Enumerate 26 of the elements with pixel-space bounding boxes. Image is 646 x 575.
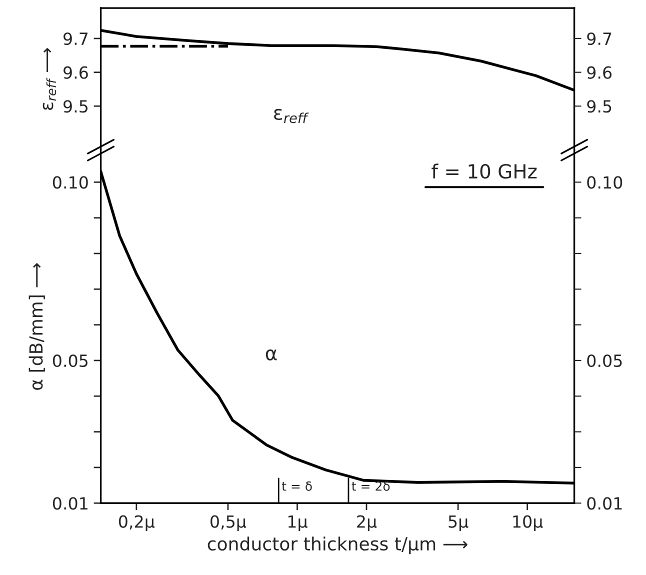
y2-tick-label: 0.05	[587, 354, 622, 368]
y-axis-title: ε$_{reff}$ ⟶	[42, 48, 56, 110]
ref-line-label: t = 2δ	[352, 481, 390, 491]
y2-tick-label: 9.6	[587, 66, 612, 79]
y-tick-label: 9.6	[64, 66, 88, 79]
x-tick-label: 0,2µ	[118, 515, 155, 532]
y-tick-label: 9.7	[64, 32, 88, 46]
y2-tick-label: 0.01	[587, 497, 622, 510]
y2-tick-label: 9.7	[587, 32, 612, 46]
annotation: f = 10 GHz	[432, 164, 537, 179]
x-tick-label: 2µ	[357, 515, 377, 532]
y-tick-label: 0.10	[52, 176, 88, 189]
x-tick-label: 10µ	[513, 515, 543, 532]
x-axis-title: conductor thickness t/µm ⟶	[208, 536, 468, 554]
y-tick-label: 0.01	[52, 497, 88, 510]
y-tick-label: 9.5	[64, 100, 88, 113]
y-axis-title: α [dB/mm] ⟶	[28, 263, 45, 390]
annotation: ε$_{reff}$	[274, 108, 309, 124]
ref-line-label: t = δ	[282, 481, 312, 491]
y2-tick-label: 0.10	[587, 176, 622, 189]
x-tick-label: 5µ	[448, 515, 468, 532]
y-tick-label: 0.05	[52, 354, 88, 368]
x-tick-label: 1µ	[288, 515, 308, 532]
annotation: α	[266, 349, 277, 360]
x-tick-label: 0,5µ	[210, 515, 246, 532]
y2-tick-label: 9.5	[587, 100, 612, 113]
